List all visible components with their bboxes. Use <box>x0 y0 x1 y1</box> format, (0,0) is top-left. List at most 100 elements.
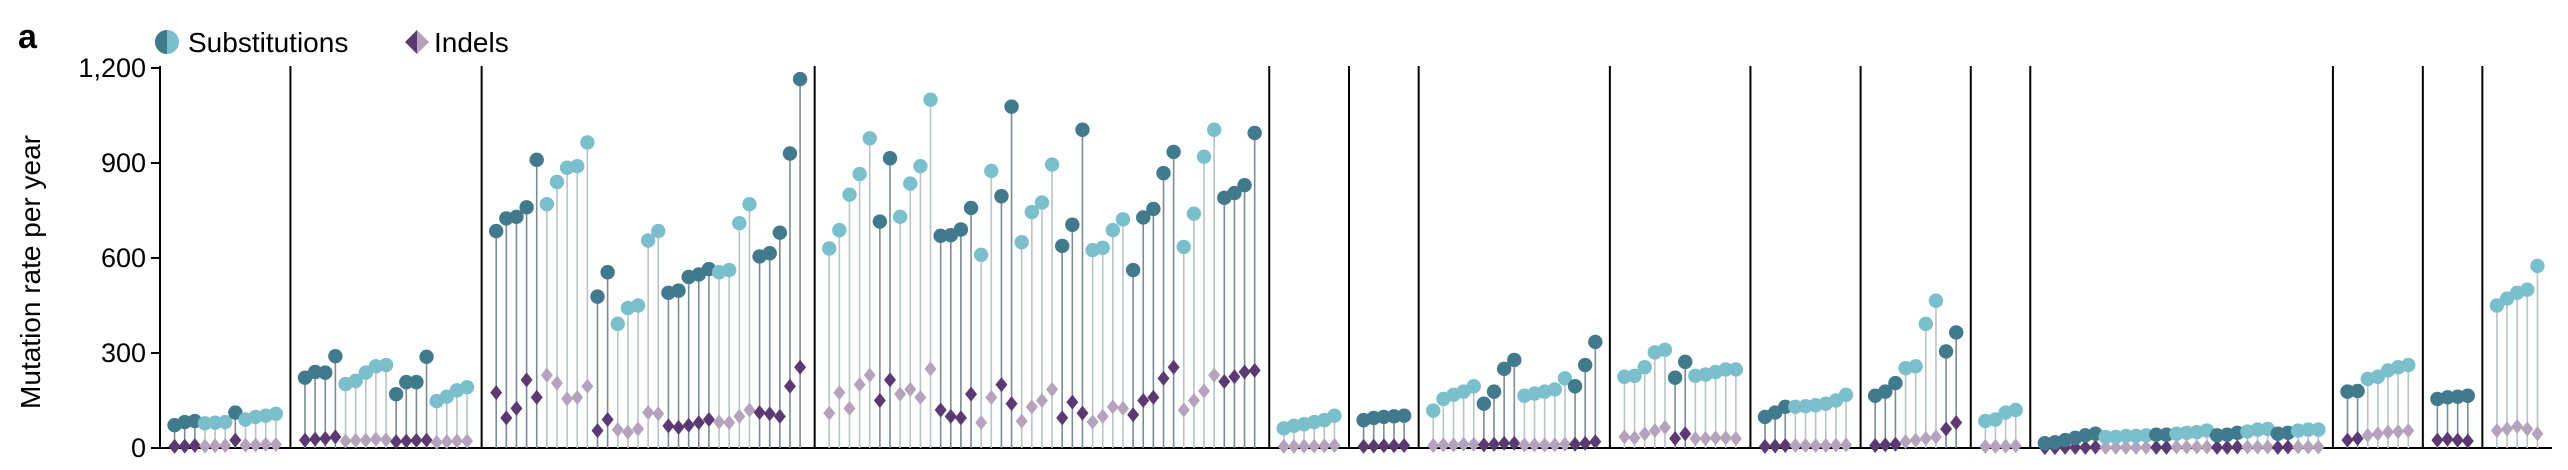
indel-point <box>259 436 272 452</box>
indel-point <box>1137 393 1150 408</box>
indel-point <box>1899 434 1912 450</box>
indel-point <box>1989 438 2002 454</box>
legend: Substitutions Indels <box>155 27 509 58</box>
substitution-point <box>953 222 969 237</box>
substitution-point <box>580 135 595 150</box>
substitution-point <box>1396 408 1412 423</box>
indel-point <box>2441 431 2454 447</box>
indel-point <box>1066 394 1079 410</box>
substitution-point <box>459 380 475 395</box>
indel-point <box>1950 415 1963 431</box>
indel-point <box>2150 439 2163 455</box>
substitution-point <box>1547 382 1562 397</box>
substitution-point <box>973 247 989 263</box>
indel-point <box>1769 438 1782 454</box>
substitution-point <box>1186 206 1202 221</box>
indel-point <box>1328 437 1341 453</box>
indel-point <box>2079 439 2092 455</box>
indel-point <box>450 433 463 449</box>
indel-point <box>510 400 523 416</box>
substitution-point <box>610 316 625 332</box>
indel-point <box>1477 437 1490 453</box>
indel-point <box>1198 383 1211 399</box>
indel-point <box>611 422 624 438</box>
indel-point <box>178 438 191 454</box>
indel-point <box>349 432 362 448</box>
substitution-point <box>509 209 524 225</box>
indels-legend-label: Indels <box>434 27 509 58</box>
indel-point <box>1157 370 1170 386</box>
indel-point <box>2451 432 2464 448</box>
substitution-point <box>268 406 284 421</box>
indel-point <box>914 389 927 405</box>
substitution-point <box>2098 429 2113 445</box>
indel-point <box>430 434 443 450</box>
substitution-point <box>1227 185 1242 201</box>
indel-point <box>773 408 786 424</box>
lollipop-stems <box>173 79 2539 448</box>
indel-point <box>1238 364 1251 380</box>
indel-point <box>944 408 957 424</box>
indel-point <box>168 438 181 454</box>
indel-point <box>1909 432 1922 448</box>
substitution-point <box>1237 177 1252 193</box>
indel-point <box>621 424 634 440</box>
indel-point <box>2461 433 2474 449</box>
substitution-point <box>1136 210 1151 225</box>
indel-point <box>309 431 322 447</box>
indel-point <box>783 378 796 394</box>
indel-point <box>975 415 988 431</box>
indel-point <box>581 378 594 394</box>
indel-point <box>2271 439 2284 455</box>
indel-point <box>833 385 846 401</box>
indel-point <box>632 421 645 437</box>
indel-point <box>2531 426 2544 442</box>
indel-point <box>2501 421 2514 437</box>
indel-point <box>1548 437 1561 453</box>
indel-point <box>2312 439 2325 455</box>
substitution-point <box>2460 388 2475 403</box>
indel-point <box>1046 381 1059 397</box>
indel-point <box>1056 410 1069 426</box>
substitution-point <box>1637 360 1652 375</box>
substitution-point <box>1718 362 1733 377</box>
indel-point <box>1618 429 1631 445</box>
indel-point <box>1467 436 1480 452</box>
indel-point <box>540 367 553 383</box>
substitution-point <box>782 146 798 161</box>
indel-point <box>1779 437 1792 453</box>
indel-point <box>1096 408 1109 424</box>
indel-point <box>1819 437 1832 453</box>
substitution-point <box>1125 262 1141 278</box>
indel-point <box>2231 439 2244 455</box>
indel-point <box>1638 426 1651 442</box>
substitution-point <box>228 405 243 420</box>
substitution-point <box>1166 144 1181 160</box>
substitution-point <box>218 414 233 430</box>
substitution-point <box>1327 408 1342 423</box>
indels-legend-marker-light <box>417 30 429 54</box>
indel-point <box>1699 431 1712 446</box>
indel-point <box>1076 405 1089 421</box>
substitution-point <box>1567 379 1583 394</box>
substitution-point <box>1426 403 1441 418</box>
indel-point <box>1035 393 1048 408</box>
indel-point <box>239 437 252 453</box>
indel-point <box>229 432 242 448</box>
indel-point <box>1208 367 1221 383</box>
substitution-point <box>1156 165 1171 181</box>
indel-point <box>853 377 866 393</box>
indel-point <box>1508 435 1521 451</box>
substitution-point <box>963 200 979 216</box>
indel-point <box>924 361 937 377</box>
indel-point <box>2089 439 2102 455</box>
substitution-point <box>2008 402 2023 418</box>
indel-point <box>2490 423 2503 439</box>
y-axis-label: Mutation rate per year <box>15 135 46 409</box>
substitution-point <box>1949 325 1964 340</box>
indel-point <box>843 400 856 416</box>
substitution-point <box>1778 399 1793 415</box>
indel-point <box>2211 439 2224 455</box>
substitution-point <box>1466 379 1481 394</box>
substitution-point <box>872 214 888 229</box>
